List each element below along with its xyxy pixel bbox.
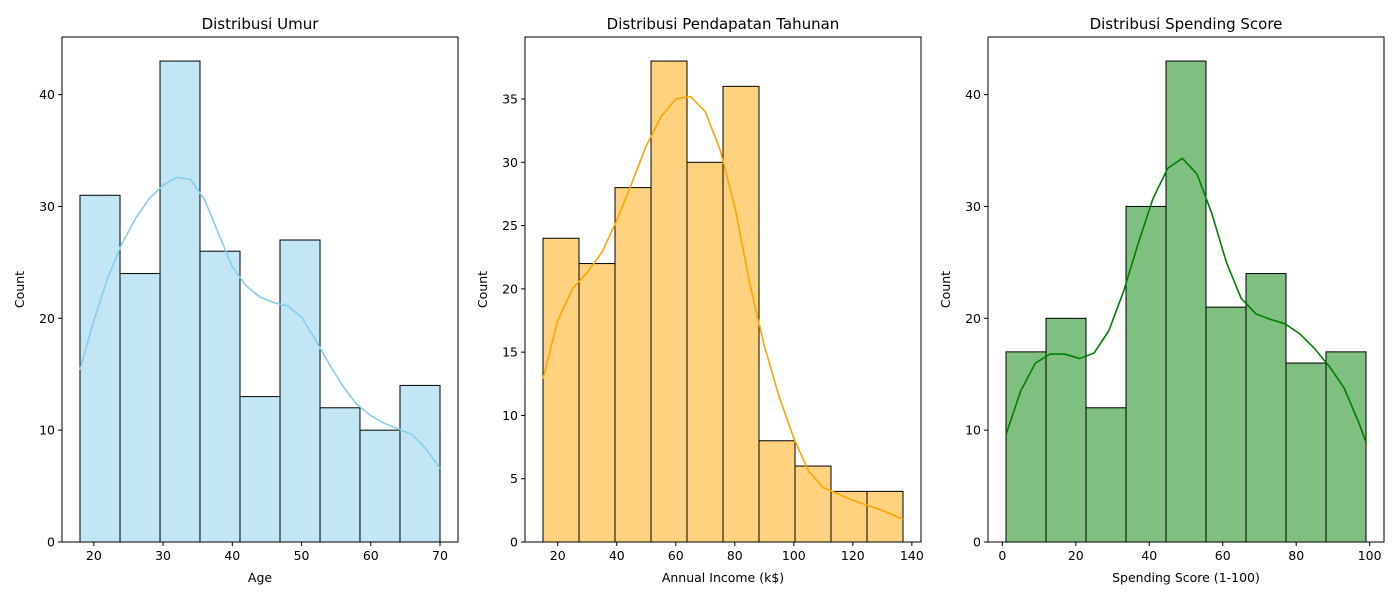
x-tick-label: 140 bbox=[900, 548, 924, 563]
histogram-bar bbox=[578, 263, 616, 543]
histogram-bar bbox=[1205, 306, 1247, 543]
x-tick-label: 100 bbox=[782, 548, 806, 563]
histogram-bar bbox=[79, 194, 121, 543]
histogram-bar bbox=[1165, 60, 1207, 543]
histogram-panel-1: 20 30 40 50 60 70 0 10 20 30 40 Distribusi Umur Age C… bbox=[12, 15, 459, 585]
histogram-bar bbox=[1285, 362, 1327, 543]
histogram-bar bbox=[1005, 351, 1047, 543]
y-tick-label: 25 bbox=[502, 218, 518, 233]
histogram-panel-3: 0 20 40 60 80 100 0 10 20 30 40 Distribusi Spending… bbox=[938, 15, 1385, 585]
x-tick-label: 60 bbox=[1215, 548, 1231, 563]
y-tick-label: 10 bbox=[39, 423, 55, 438]
x-tick-label: 80 bbox=[727, 548, 743, 563]
histogram-panel-2: 20 40 60 80 100 120 140 0 5 10 15 20 25 30 35 Distribus… bbox=[475, 15, 924, 585]
x-tick-label: 80 bbox=[1288, 548, 1304, 563]
x-tick-label: 100 bbox=[1358, 548, 1382, 563]
x-tick-label: 40 bbox=[224, 548, 240, 563]
histogram-bar bbox=[758, 440, 796, 543]
kde-line bbox=[542, 95, 904, 520]
histogram-bar bbox=[650, 60, 688, 543]
y-tick-label: 0 bbox=[510, 535, 518, 550]
x-tick-label: 30 bbox=[155, 548, 171, 563]
axes-frame bbox=[61, 36, 459, 543]
histogram-bar bbox=[722, 85, 760, 543]
x-axis-label: Age bbox=[248, 570, 272, 585]
x-tick-label: 40 bbox=[609, 548, 625, 563]
histogram-bar bbox=[319, 407, 361, 543]
y-tick-label: 35 bbox=[502, 92, 518, 107]
chart-title: Distribusi Spending Score bbox=[1090, 15, 1283, 33]
x-tick-label: 40 bbox=[1141, 548, 1157, 563]
histogram-bar bbox=[239, 396, 281, 543]
y-tick-label: 0 bbox=[973, 535, 981, 550]
x-tick-label: 120 bbox=[841, 548, 865, 563]
x-tick-label: 20 bbox=[86, 548, 102, 563]
histogram-bar bbox=[359, 429, 401, 543]
chart-title: Distribusi Pendapatan Tahunan bbox=[607, 15, 840, 33]
y-tick-label: 10 bbox=[965, 423, 981, 438]
x-axis-label: Spending Score (1-100) bbox=[1112, 570, 1260, 585]
y-tick-label: 20 bbox=[502, 281, 518, 296]
y-tick-label: 5 bbox=[510, 471, 518, 486]
kde-line bbox=[79, 176, 441, 469]
x-tick-label: 60 bbox=[363, 548, 379, 563]
histogram-bar bbox=[159, 60, 201, 543]
y-axis-label: Count bbox=[938, 271, 953, 308]
x-tick-label: 50 bbox=[294, 548, 310, 563]
x-tick-label: 0 bbox=[998, 548, 1006, 563]
y-tick-label: 30 bbox=[965, 199, 981, 214]
histogram-bar bbox=[399, 384, 441, 543]
y-tick-label: 40 bbox=[965, 87, 981, 102]
x-tick-label: 60 bbox=[668, 548, 684, 563]
histogram-bar bbox=[1125, 205, 1167, 543]
y-tick-label: 40 bbox=[39, 87, 55, 102]
y-tick-label: 30 bbox=[39, 199, 55, 214]
histogram-bar bbox=[279, 239, 321, 543]
y-tick-label: 0 bbox=[47, 535, 55, 550]
x-tick-label: 70 bbox=[432, 548, 448, 563]
y-tick-label: 20 bbox=[965, 311, 981, 326]
x-tick-label: 20 bbox=[550, 548, 566, 563]
y-tick-label: 15 bbox=[502, 345, 518, 360]
histogram-bar bbox=[542, 237, 580, 543]
histogram-bar bbox=[1045, 317, 1087, 543]
histogram-bar bbox=[1245, 273, 1287, 543]
x-axis-label: Annual Income (k$) bbox=[662, 570, 784, 585]
y-axis-label: Count bbox=[475, 271, 490, 308]
kde-line bbox=[1005, 157, 1367, 443]
axes-frame bbox=[524, 36, 922, 543]
y-tick-label: 20 bbox=[39, 311, 55, 326]
y-tick-label: 30 bbox=[502, 155, 518, 170]
chart-title: Distribusi Umur bbox=[202, 15, 320, 33]
histogram-bar bbox=[199, 250, 241, 543]
x-tick-label: 20 bbox=[1068, 548, 1084, 563]
histogram-bar bbox=[614, 187, 652, 543]
histogram-bar bbox=[1085, 407, 1127, 543]
y-tick-label: 10 bbox=[502, 408, 518, 423]
histogram-bar bbox=[794, 465, 832, 543]
axes-frame bbox=[987, 36, 1385, 543]
histogram-bar bbox=[1325, 351, 1367, 543]
y-axis-label: Count bbox=[12, 271, 27, 308]
histogram-bar bbox=[119, 273, 161, 543]
histogram-bar bbox=[686, 161, 724, 543]
